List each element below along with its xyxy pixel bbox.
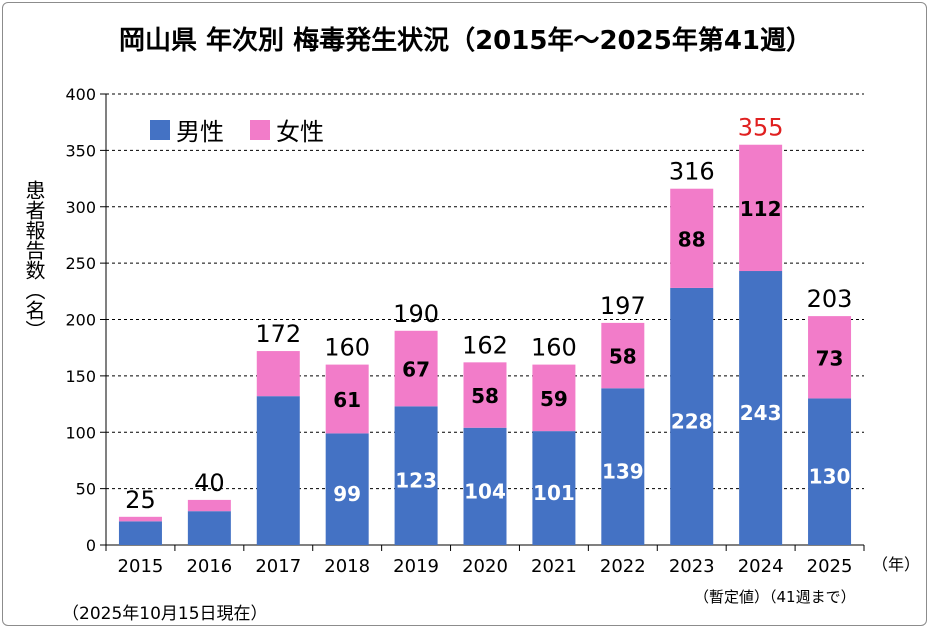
y-tick-label-100: 100 <box>65 423 96 442</box>
x-tick-label-2025: 2025 <box>807 556 853 577</box>
bar-male-2023 <box>670 287 714 545</box>
total-label-2017: 172 <box>255 320 301 348</box>
label-female-2018: 61 <box>333 388 361 412</box>
bar-male-2020 <box>463 427 507 545</box>
label-female-2022: 58 <box>609 345 637 369</box>
x-tick-label-2019: 2019 <box>393 556 439 577</box>
x-tick-label-2021: 2021 <box>531 556 577 577</box>
y-tick-label-400: 400 <box>65 85 96 104</box>
bar-male-2024 <box>739 271 783 545</box>
legend-item-female: 女性 <box>250 112 324 147</box>
label-male-2023: 228 <box>671 409 713 433</box>
label-male-2018: 99 <box>333 482 361 506</box>
x-tick-label-2016: 2016 <box>186 556 232 577</box>
total-label-2023: 316 <box>669 158 715 186</box>
y-tick-label-0: 0 <box>86 536 96 555</box>
label-female-2020: 58 <box>471 384 499 408</box>
x-tick-label-2015: 2015 <box>118 556 164 577</box>
legend-swatch-female <box>250 119 270 140</box>
bar-female-2018 <box>325 364 369 434</box>
bar-male-2016 <box>187 511 231 545</box>
bar-male-2022 <box>601 388 645 545</box>
x-tick-label-2018: 2018 <box>324 556 370 577</box>
x-tick-label-2017: 2017 <box>255 556 301 577</box>
bar-male-2018 <box>325 433 369 545</box>
bar-female-2022 <box>601 322 645 389</box>
bar-female-2017 <box>256 351 300 397</box>
y-tick-label-350: 350 <box>65 141 96 160</box>
y-tick-label-50: 50 <box>76 480 96 499</box>
bar-male-2025 <box>808 398 852 545</box>
total-label-2025: 203 <box>807 285 853 313</box>
y-tick-label-300: 300 <box>65 198 96 217</box>
y-tick-label-250: 250 <box>65 254 96 273</box>
as-of-note: （2025年10月15日現在） <box>62 604 268 624</box>
total-label-2015: 25 <box>125 486 156 514</box>
label-male-2024: 243 <box>740 401 782 425</box>
total-label-2021: 160 <box>531 334 577 362</box>
total-label-2019: 190 <box>393 300 439 328</box>
label-female-2023: 88 <box>678 227 706 251</box>
y-tick-label-200: 200 <box>65 311 96 330</box>
bar-female-2020 <box>463 362 507 428</box>
legend-swatch-male <box>150 119 170 140</box>
x-tick-label-2024: 2024 <box>738 556 784 577</box>
label-female-2025: 73 <box>816 346 844 370</box>
bar-female-2024 <box>739 144 783 272</box>
bar-female-2015 <box>118 516 162 522</box>
label-male-2025: 130 <box>809 465 851 489</box>
x-tick-label-2022: 2022 <box>600 556 646 577</box>
bar-male-2021 <box>532 431 576 545</box>
total-label-2020: 162 <box>462 331 508 359</box>
label-male-2020: 104 <box>464 479 506 503</box>
total-label-2024: 355 <box>738 114 784 142</box>
label-male-2022: 139 <box>602 460 644 484</box>
bar-male-2015 <box>118 521 162 545</box>
chart-title: 岡山県 年次別 梅毒発生状況（2015年～2025年第41週） <box>118 26 812 56</box>
label-female-2021: 59 <box>540 387 568 411</box>
bar-male-2019 <box>394 406 438 545</box>
total-label-2016: 40 <box>194 469 225 497</box>
y-axis-label: 患者報告数（名） <box>22 180 46 340</box>
bar-female-2025 <box>808 316 852 399</box>
y-tick-label-150: 150 <box>65 367 96 386</box>
x-tick-label-2023: 2023 <box>669 556 715 577</box>
x-tick-label-2020: 2020 <box>462 556 508 577</box>
bar-female-2023 <box>670 188 714 288</box>
bar-female-2021 <box>532 364 576 432</box>
label-female-2019: 67 <box>402 358 430 382</box>
provisional-note: （暫定値）（41週まで） <box>694 588 856 606</box>
bar-female-2016 <box>187 499 231 512</box>
bar-male-2017 <box>256 396 300 545</box>
legend-label-male: 男性 <box>176 118 224 146</box>
bar-female-2019 <box>394 330 438 407</box>
legend: 男性 女性 <box>150 112 350 147</box>
legend-label-female: 女性 <box>276 118 324 146</box>
total-label-2018: 160 <box>324 334 370 362</box>
x-axis-unit: （年） <box>872 555 921 574</box>
label-male-2021: 101 <box>533 481 575 505</box>
label-female-2024: 112 <box>740 197 782 221</box>
total-label-2022: 197 <box>600 292 646 320</box>
label-male-2019: 123 <box>395 469 437 493</box>
legend-item-male: 男性 <box>150 112 224 147</box>
